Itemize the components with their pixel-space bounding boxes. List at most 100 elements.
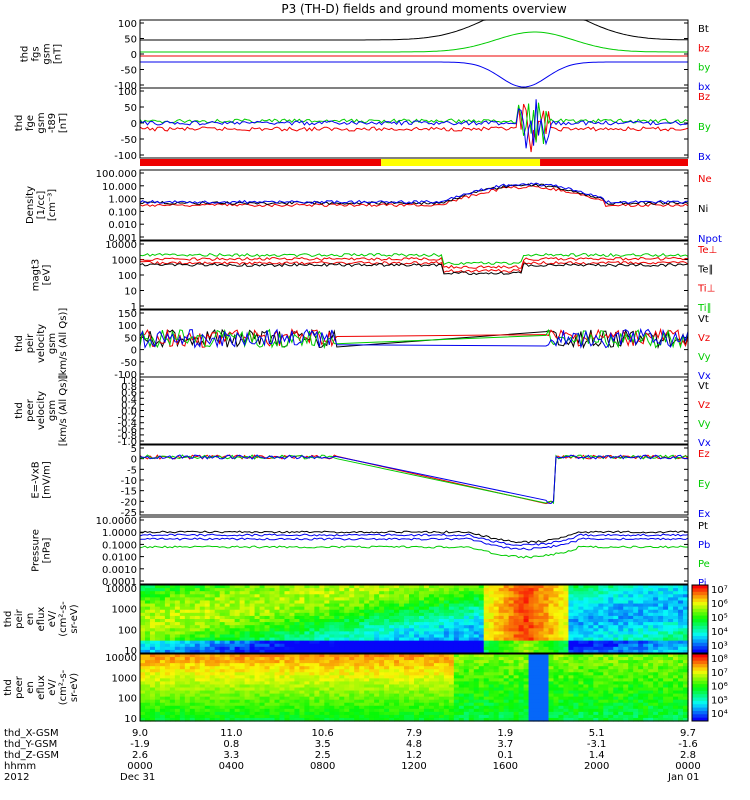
heatmap-cell [244, 628, 251, 632]
heatmap-cell [219, 588, 226, 592]
y-tick-label: 100.000 [96, 169, 137, 180]
heatmap-cell [418, 663, 425, 667]
heatmap-cell [558, 637, 565, 642]
heatmap-cell [423, 594, 430, 598]
heatmap-cell [433, 714, 440, 719]
heatmap-cell [314, 591, 320, 595]
heatmap-cell [488, 678, 495, 683]
heatmap-cell [414, 666, 420, 670]
heatmap-cell [169, 612, 176, 617]
heatmap-cell [344, 711, 350, 716]
heatmap-cell [414, 693, 420, 698]
heatmap-cell [349, 622, 355, 626]
heatmap-cell [553, 654, 560, 658]
heatmap-cell [269, 585, 276, 589]
heatmap-cell [623, 594, 629, 598]
heatmap-cell [209, 672, 216, 676]
heatmap-cell [389, 675, 395, 679]
heatmap-cell [239, 606, 246, 611]
heatmap-cell [568, 619, 575, 623]
heatmap-cell [314, 669, 320, 673]
heatmap-cell [438, 717, 445, 722]
heatmap-cell [588, 600, 594, 605]
heatmap-cell [209, 603, 216, 608]
heatmap-cell [443, 622, 450, 626]
heatmap-cell [324, 619, 330, 623]
heatmap-cell [428, 711, 435, 716]
heatmap-cell [533, 609, 540, 614]
heatmap-cell [239, 702, 246, 707]
heatmap-cell [229, 609, 236, 614]
heatmap-cell [613, 619, 619, 623]
heatmap-cell [184, 714, 191, 719]
heatmap-cell [344, 699, 350, 704]
heatmap-cell [453, 717, 460, 722]
heatmap-cell [663, 622, 669, 626]
heatmap-cell [344, 717, 350, 722]
heatmap-cell [583, 588, 589, 592]
heatmap-cell [140, 615, 146, 620]
heatmap-cell [214, 681, 221, 686]
heatmap-cell [588, 672, 594, 676]
heatmap-cell [164, 699, 171, 704]
heatmap-cell [568, 702, 575, 707]
heatmap-cell [189, 622, 196, 626]
heatmap-cell [219, 693, 226, 698]
heatmap-cell [663, 588, 669, 592]
heatmap-cell [628, 714, 634, 719]
heatmap-cell [214, 714, 221, 719]
heatmap-cell [244, 684, 251, 689]
heatmap-cell [349, 693, 355, 698]
heatmap-cell [468, 643, 475, 648]
heatmap-cell [214, 687, 221, 692]
heatmap-cell [249, 672, 256, 676]
heatmap-cell [189, 646, 196, 651]
heatmap-cell [583, 597, 589, 602]
heatmap-cell [638, 690, 644, 695]
heatmap-cell [249, 699, 256, 704]
heatmap-cell [169, 675, 176, 679]
heatmap-cell [364, 628, 370, 632]
heatmap-cell [369, 625, 375, 629]
heatmap-cell [344, 622, 350, 626]
heatmap-cell [643, 717, 649, 722]
heatmap-cell [289, 693, 296, 698]
heatmap-cell [404, 594, 410, 598]
heatmap-cell [309, 708, 315, 713]
heatmap-cell [518, 637, 525, 642]
heatmap-cell [339, 690, 345, 695]
heatmap-cell [194, 672, 201, 676]
heatmap-cell [169, 646, 176, 651]
heatmap-cell [448, 588, 455, 592]
heatmap-cell [478, 681, 485, 686]
heatmap-cell [384, 615, 390, 620]
heatmap-cell [374, 687, 380, 692]
heatmap-cell [558, 708, 565, 713]
heatmap-cell [194, 660, 201, 664]
heatmap-cell [418, 615, 425, 620]
heatmap-cell [149, 603, 156, 608]
y-label-line: [km/s (All Qs)] [58, 308, 69, 380]
heatmap-cell [618, 690, 624, 695]
heatmap-cell [269, 637, 276, 642]
heatmap-cell [339, 600, 345, 605]
heatmap-cell [598, 612, 604, 617]
heatmap-cell [553, 591, 560, 595]
heatmap-cell [478, 711, 485, 716]
heatmap-cell [169, 696, 176, 701]
heatmap-cell [219, 696, 226, 701]
heatmap-cell [174, 628, 181, 632]
heatmap-cell [493, 588, 500, 592]
heatmap-cell [458, 711, 465, 716]
heatmap-cell [349, 591, 355, 595]
heatmap-cell [199, 606, 206, 611]
heatmap-cell [428, 637, 435, 642]
heatmap-cell [478, 672, 485, 676]
heatmap-cell [418, 708, 425, 713]
heatmap-cell [653, 625, 659, 629]
heatmap-cell [379, 702, 385, 707]
heatmap-cell [613, 588, 619, 592]
heatmap-cell [399, 687, 405, 692]
heatmap-cell [453, 663, 460, 667]
